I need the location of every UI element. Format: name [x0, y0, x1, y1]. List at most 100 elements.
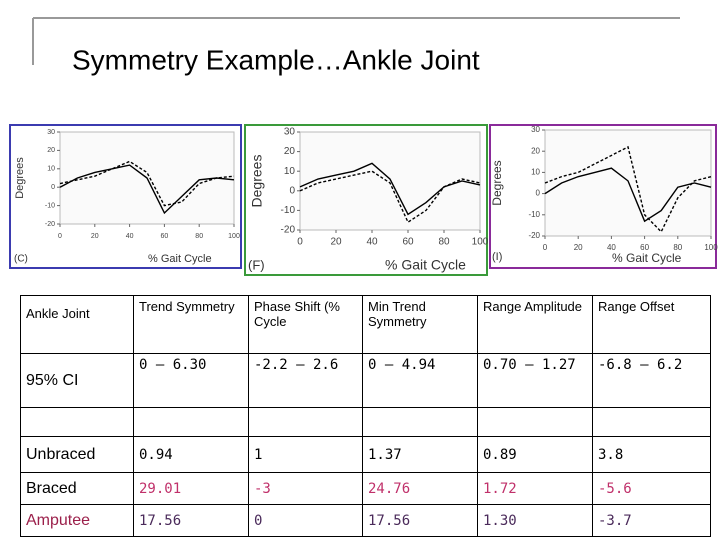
panel-label: (F)	[248, 257, 265, 272]
x-tick-label: 40	[607, 243, 616, 252]
x-axis-label: % Gait Cycle	[385, 257, 466, 273]
y-tick-label: -20	[45, 221, 55, 228]
y-tick-label: 0	[289, 185, 295, 196]
table-cell: 0.89	[477, 436, 593, 473]
table-cell: 1.72	[477, 472, 593, 505]
x-tick-label: 100	[472, 237, 489, 248]
table-cell	[477, 407, 593, 437]
table-row	[20, 407, 711, 437]
x-tick-label: 100	[704, 243, 718, 252]
table-cell: Phase Shift (% Cycle	[248, 295, 363, 354]
y-tick-label: 30	[47, 129, 55, 136]
table-cell: Range Amplitude	[477, 295, 593, 354]
data-line	[59, 164, 235, 215]
table-cell: 24.76	[362, 472, 478, 505]
y-tick-label: -10	[281, 205, 296, 216]
table-row: Ankle Joint Trend Symmetry Phase Shift (% …	[20, 295, 711, 354]
y-tick-label: 30	[284, 127, 296, 138]
table-cell: 95% CI	[20, 353, 134, 408]
table-cell: 0.94	[133, 436, 249, 473]
x-tick-label: 80	[673, 243, 682, 252]
table-cell: Unbraced	[20, 436, 134, 473]
table-cell: 29.01	[133, 472, 249, 505]
x-tick-label: 0	[543, 243, 548, 252]
x-tick-label: 0	[297, 237, 303, 248]
x-axis-label: % Gait Cycle	[148, 253, 212, 265]
table-cell	[20, 407, 134, 437]
x-tick-label: 20	[574, 243, 583, 252]
panel-frame	[489, 124, 717, 269]
y-tick-label: 20	[284, 146, 296, 157]
table-cell: Braced	[20, 472, 134, 505]
slide-title: Symmetry Example…Ankle Joint	[72, 44, 480, 75]
table-cell: 3.8	[592, 436, 711, 473]
y-tick-label: 0	[536, 189, 541, 198]
y-tick-label: 20	[47, 147, 55, 154]
data-line	[544, 167, 712, 223]
table-cell: 0 – 4.94	[362, 353, 478, 408]
table-cell: Min Trend Symmetry	[362, 295, 478, 354]
x-tick-label: 80	[195, 233, 203, 240]
x-tick-label: 20	[330, 237, 342, 248]
table-cell: -6.8 – 6.2	[592, 353, 711, 408]
y-tick-label: 10	[284, 166, 296, 177]
y-tick-label: -10	[45, 202, 55, 209]
x-tick-label: 60	[640, 243, 649, 252]
table-cell: -2.2 – 2.6	[248, 353, 363, 408]
table-cell: Range Offset	[592, 295, 711, 354]
table-cell: 0.70 – 1.27	[477, 353, 593, 408]
y-axis-label: Degrees	[14, 157, 26, 199]
table-cell: Amputee	[20, 504, 134, 537]
x-tick-label: 20	[91, 233, 99, 240]
table-row: Unbraced 0.94 1 1.37 0.89 3.8	[20, 436, 711, 473]
table-cell	[592, 407, 711, 437]
panel-frame	[244, 124, 488, 276]
table-cell: -3.7	[592, 504, 711, 537]
x-tick-label: 0	[58, 233, 62, 240]
table-cell: 1.30	[477, 504, 593, 537]
plot-frame	[59, 131, 235, 225]
panel-label: (I)	[492, 251, 502, 263]
plot-frame	[544, 129, 712, 237]
table-cell	[248, 407, 363, 437]
table-cell	[133, 407, 249, 437]
y-tick-label: -20	[528, 231, 540, 240]
table-cell	[362, 407, 478, 437]
x-tick-label: 60	[402, 237, 414, 248]
table-cell: 17.56	[362, 504, 478, 537]
table-cell: 0 – 6.30	[133, 353, 249, 408]
x-tick-label: 100	[228, 233, 240, 240]
y-tick-label: -20	[281, 225, 296, 236]
data-table: Ankle Joint Trend Symmetry Phase Shift (% …	[20, 295, 711, 537]
y-tick-label: 20	[531, 146, 540, 155]
table-cell: Ankle Joint	[20, 295, 134, 354]
table-cell: -5.6	[592, 472, 711, 505]
data-line	[59, 160, 235, 207]
x-tick-label: 40	[126, 233, 134, 240]
y-tick-label: 10	[47, 166, 55, 173]
data-line	[544, 145, 712, 233]
y-tick-label: 0	[51, 184, 55, 191]
data-line	[299, 170, 481, 224]
y-axis-label: Degrees	[249, 155, 265, 208]
table-cell: 17.56	[133, 504, 249, 537]
table-row: Amputee 17.56 0 17.56 1.30 -3.7	[20, 504, 711, 537]
x-tick-label: 60	[161, 233, 169, 240]
table-cell: 1	[248, 436, 363, 473]
table-cell: -3	[248, 472, 363, 505]
table-row: Braced 29.01 -3 24.76 1.72 -5.6	[20, 472, 711, 505]
x-tick-label: 80	[438, 237, 450, 248]
y-tick-label: -10	[528, 210, 540, 219]
panel-label: (C)	[14, 254, 28, 265]
table-cell: Trend Symmetry	[133, 295, 249, 354]
x-axis-label: % Gait Cycle	[612, 251, 682, 265]
y-axis-label: Degrees	[490, 160, 504, 205]
x-tick-label: 40	[366, 237, 378, 248]
plot-frame	[299, 131, 481, 231]
panel-frame	[9, 124, 242, 269]
table-cell: 0	[248, 504, 363, 537]
table-row: 95% CI 0 – 6.30 -2.2 – 2.6 0 – 4.94 0.70 – 1…	[20, 353, 711, 408]
y-tick-label: 30	[531, 125, 540, 134]
